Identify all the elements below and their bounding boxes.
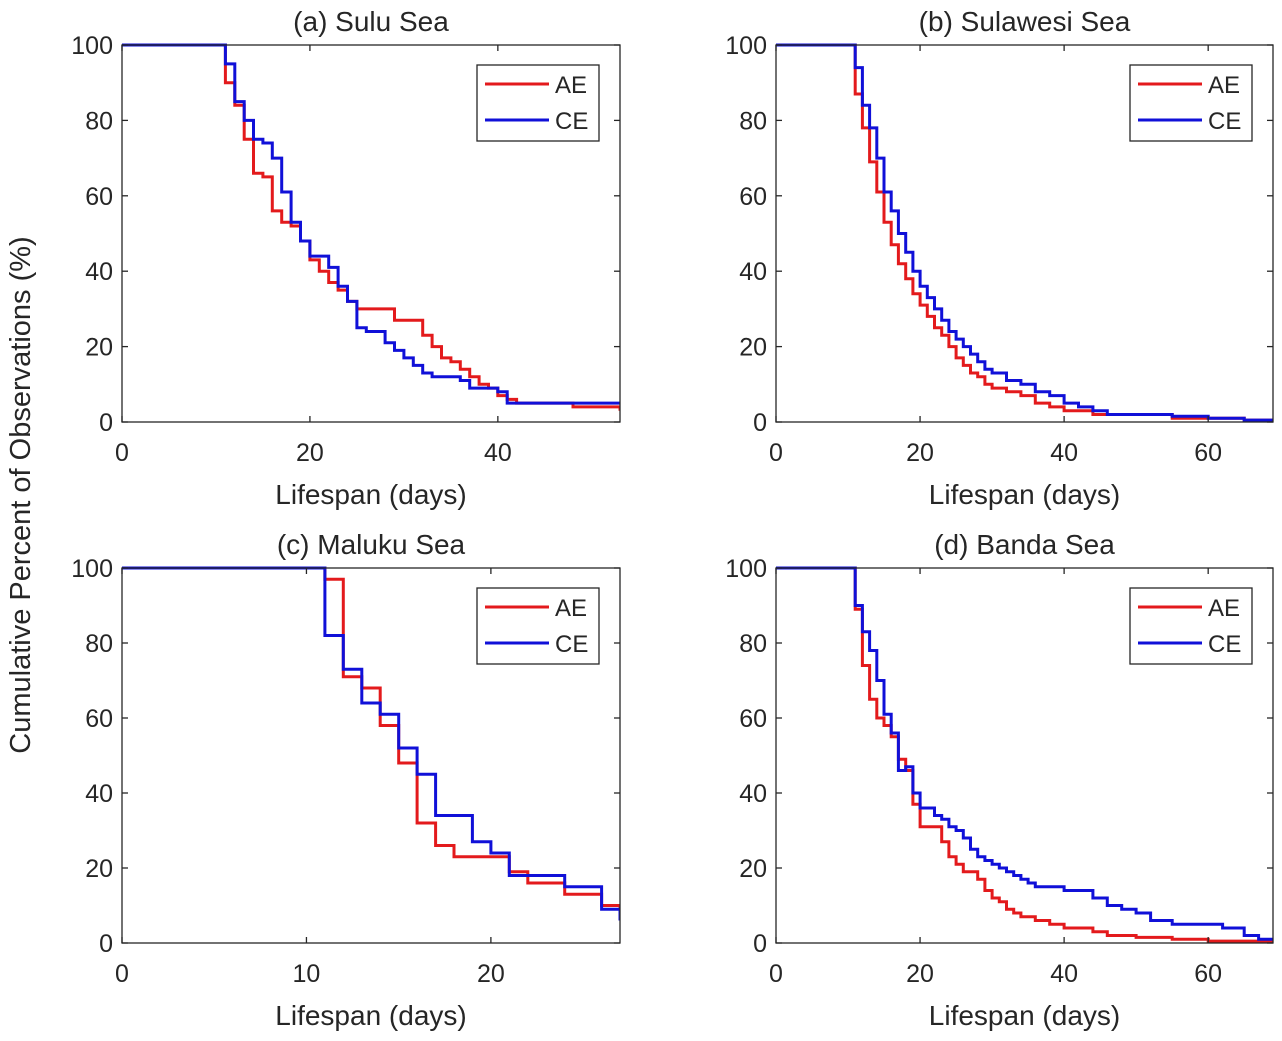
panel-maluku-x-tick-label: 0	[115, 960, 129, 988]
panel-maluku-legend-label-ce: CE	[555, 631, 588, 658]
panel-banda-title: (d) Banda Sea	[934, 529, 1115, 560]
panel-banda-legend-box	[1129, 587, 1253, 665]
panel-sulu: 0 20 40 0 20 40 60 80 100 (a) Sulu Sea Lifespan (d…	[71, 6, 621, 510]
panel-banda-x-tick-label: 60	[1194, 960, 1222, 988]
panel-banda-y-tick-label: 100	[725, 555, 767, 583]
panel-maluku-y-tick-label: 80	[85, 630, 113, 658]
panel-sulu-title: (a) Sulu Sea	[293, 6, 449, 37]
panel-sulu-y-tick-label: 0	[99, 409, 113, 437]
panel-sulawesi-series-ce	[776, 43, 1273, 422]
panel-banda-x-axis-label: Lifespan (days)	[929, 1000, 1120, 1031]
panel-sulawesi-legend-label-ce: CE	[1208, 108, 1241, 135]
panel-sulu-x-axis-label: Lifespan (days)	[275, 479, 466, 510]
panel-sulu-legend-box	[476, 64, 600, 142]
panel-sulu-y-tick-label: 40	[85, 258, 113, 286]
panel-banda-y-tick-label: 60	[739, 705, 767, 733]
panel-maluku-y-tick-label: 20	[85, 855, 113, 883]
panel-sulu-x-tick-label: 20	[296, 439, 324, 467]
panel-sulawesi-y-tick-label: 100	[725, 32, 767, 60]
panel-maluku-x-axis-label: Lifespan (days)	[275, 1000, 466, 1031]
panel-sulu-legend-label-ae: AE	[555, 72, 587, 99]
panel-sulawesi-legend-box	[1129, 64, 1253, 142]
panel-maluku-series-ce	[122, 566, 620, 921]
panel-maluku-y-tick-label: 40	[85, 780, 113, 808]
panel-sulawesi-y-tick-label: 40	[739, 258, 767, 286]
panel-sulawesi-axes-frame	[775, 44, 1274, 423]
panel-sulu-y-tick-label: 80	[85, 107, 113, 135]
panel-sulawesi-y-tick-label: 80	[739, 107, 767, 135]
panel-sulawesi-x-axis-label: Lifespan (days)	[929, 479, 1120, 510]
panel-sulu-legend-label-ce: CE	[555, 108, 588, 135]
panel-sulawesi-legend-label-ae: AE	[1208, 72, 1240, 99]
panel-banda-series-ce	[776, 566, 1273, 941]
panel-sulawesi-series-ae	[776, 43, 1273, 422]
panel-sulawesi: 0 20 40 60 0 20 40 60 80 100 (b) Sulawesi Sea Lifes…	[725, 6, 1274, 510]
panel-maluku-title: (c) Maluku Sea	[277, 529, 466, 560]
panel-banda-x-tick-label: 40	[1050, 960, 1078, 988]
panel-maluku-x-tick-label: 20	[477, 960, 505, 988]
panel-banda-x-tick-label: 20	[906, 960, 934, 988]
panel-sulawesi-x-tick-label: 40	[1050, 439, 1078, 467]
panel-sulawesi-y-tick-label: 60	[739, 183, 767, 211]
panel-banda-y-tick-label: 40	[739, 780, 767, 808]
panel-banda-legend-label-ae: AE	[1208, 595, 1240, 622]
panel-maluku-y-tick-label: 100	[71, 555, 113, 583]
panel-sulawesi-x-tick-label: 60	[1194, 439, 1222, 467]
panel-sulu-x-tick-label: 40	[484, 439, 512, 467]
panel-maluku-x-tick-label: 10	[293, 960, 321, 988]
panel-maluku-y-tick-label: 60	[85, 705, 113, 733]
panel-sulawesi-x-tick-label: 20	[906, 439, 934, 467]
panel-sulawesi-x-tick-label: 0	[769, 439, 783, 467]
panel-banda-y-tick-label: 80	[739, 630, 767, 658]
panel-sulu-axes-frame	[121, 44, 621, 423]
panel-banda-x-tick-label: 0	[769, 960, 783, 988]
panel-maluku: 0 10 20 0 20 40 60 80 100 (c) Maluku Sea Lifespan …	[71, 529, 621, 1031]
panel-maluku-y-tick-label: 0	[99, 930, 113, 958]
panel-sulu-series-ce	[122, 43, 620, 405]
panel-banda-axes-frame	[775, 567, 1274, 944]
panel-banda: 0 20 40 60 0 20 40 60 80 100 (d) Banda Sea Lifespan…	[725, 529, 1274, 1031]
panel-sulu-y-tick-label: 100	[71, 32, 113, 60]
panel-sulu-y-tick-label: 20	[85, 334, 113, 362]
panel-banda-y-tick-label: 0	[753, 930, 767, 958]
panel-sulawesi-title: (b) Sulawesi Sea	[919, 6, 1131, 37]
panel-maluku-axes-frame	[121, 567, 621, 944]
figure-y-axis-label: Cumulative Percent of Observations (%)	[5, 236, 37, 753]
panel-sulu-y-tick-label: 60	[85, 183, 113, 211]
panel-sulawesi-y-tick-label: 20	[739, 334, 767, 362]
panel-maluku-legend-box	[476, 587, 600, 665]
panel-banda-y-tick-label: 20	[739, 855, 767, 883]
panel-banda-series-ae	[776, 566, 1273, 943]
panel-sulu-x-tick-label: 0	[115, 439, 129, 467]
panel-sulawesi-y-tick-label: 0	[753, 409, 767, 437]
panel-maluku-legend-label-ae: AE	[555, 595, 587, 622]
panel-banda-legend-label-ce: CE	[1208, 631, 1241, 658]
